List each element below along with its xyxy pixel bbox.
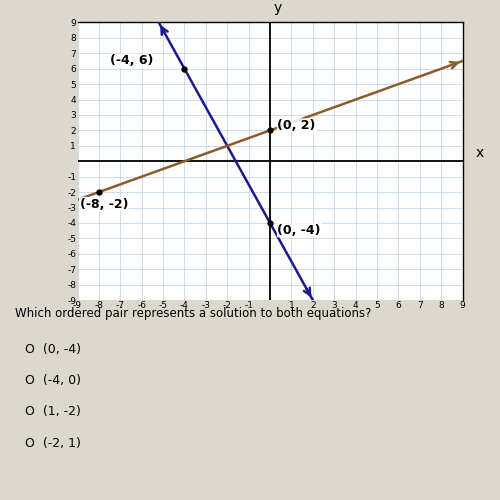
Text: O  (1, -2): O (1, -2) bbox=[25, 406, 81, 418]
Text: (0, 2): (0, 2) bbox=[278, 119, 316, 132]
Text: (-8, -2): (-8, -2) bbox=[80, 198, 128, 210]
Text: Which ordered pair represents a solution to both equations?: Which ordered pair represents a solution… bbox=[15, 308, 372, 320]
Text: x: x bbox=[476, 146, 484, 160]
Text: O  (-2, 1): O (-2, 1) bbox=[25, 437, 81, 450]
Text: O  (0, -4): O (0, -4) bbox=[25, 342, 81, 355]
Text: O  (-4, 0): O (-4, 0) bbox=[25, 374, 81, 387]
Text: (0, -4): (0, -4) bbox=[278, 224, 321, 236]
Text: (-4, 6): (-4, 6) bbox=[110, 54, 153, 67]
Text: y: y bbox=[273, 1, 281, 15]
